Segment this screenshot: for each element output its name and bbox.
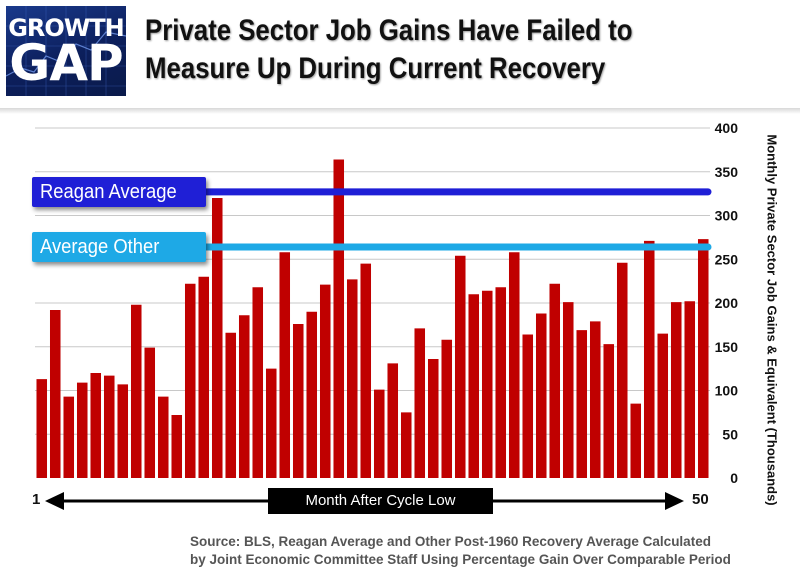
bar-month-45	[630, 403, 642, 478]
bar-month-23	[333, 159, 345, 478]
bar-month-14	[211, 198, 223, 478]
x-end-label: 50	[692, 491, 709, 508]
bar-month-7	[117, 384, 129, 478]
chart-title-line-2: Measure Up During Current Recovery	[145, 52, 606, 85]
bar-month-10	[157, 396, 169, 478]
bar-month-41	[576, 330, 588, 478]
title-divider	[0, 108, 800, 114]
bar-month-30	[427, 359, 439, 478]
y-tick-label: 200	[715, 295, 739, 311]
bar-month-22	[319, 284, 331, 478]
y-axis-title-text: Monthly Private Sector Job Gains & Equiv…	[764, 134, 780, 506]
bar-month-20	[292, 324, 304, 478]
bar-month-44	[616, 262, 628, 478]
bar-month-33	[468, 294, 480, 478]
bar-month-12	[184, 283, 196, 478]
bar-month-46	[643, 240, 655, 478]
bar-month-24	[346, 279, 358, 478]
bar-month-29	[414, 328, 426, 478]
bar-month-8	[130, 304, 142, 478]
bar-month-3	[63, 396, 75, 478]
bar-month-47	[657, 333, 669, 478]
bar-month-40	[562, 302, 574, 478]
bar-month-49	[684, 301, 696, 478]
bar-month-26	[373, 389, 385, 478]
chart-title-line-1: Private Sector Job Gains Have Failed to	[145, 14, 633, 47]
y-tick-label: 150	[715, 339, 739, 355]
bar-month-36	[508, 252, 520, 478]
bar-month-15	[225, 332, 237, 478]
bar-month-19	[279, 252, 291, 478]
source-note: Source: BLS, Reagan Average and Other Po…	[190, 533, 790, 569]
bar-month-35	[495, 287, 507, 478]
y-tick-labels: 0 50 100 150 200 250 300 350 400	[715, 120, 739, 486]
bar-month-34	[481, 290, 493, 478]
y-tick-label: 0	[730, 470, 738, 486]
bar-month-25	[360, 263, 372, 478]
y-axis-title: Monthly Private Sector Job Gains & Equiv…	[762, 125, 782, 515]
bar-month-21	[306, 311, 318, 478]
bar-month-2	[49, 310, 61, 478]
bar-month-37	[522, 334, 534, 478]
y-tick-label: 350	[715, 164, 739, 180]
bar-month-18	[265, 368, 277, 478]
growth-gap-logo: GROWTH GAP	[6, 6, 126, 96]
bar-month-11	[171, 415, 183, 478]
average-other-label: Average Other	[32, 232, 206, 262]
bar-month-6	[103, 375, 115, 478]
y-tick-label: 300	[715, 208, 739, 224]
source-note-line-2: by Joint Economic Committee Staff Using …	[190, 552, 731, 567]
right-arrowhead	[665, 492, 684, 510]
bar-month-43	[603, 344, 615, 478]
average-other-label-text: Average Other	[40, 236, 160, 258]
y-tick-label: 250	[715, 251, 739, 267]
logo-background-graph	[6, 6, 126, 96]
bar-month-13	[198, 276, 210, 478]
bar-month-42	[589, 321, 601, 478]
x-start-label: 1	[32, 491, 41, 508]
bar-month-28	[400, 412, 412, 478]
source-note-line-1: Source: BLS, Reagan Average and Other Po…	[190, 534, 711, 549]
bar-month-9	[144, 347, 156, 478]
bar-month-38	[535, 313, 547, 478]
bar-month-16	[238, 315, 250, 478]
reference-lines	[186, 188, 712, 251]
x-axis-title: Month After Cycle Low	[268, 488, 493, 514]
logo-text-growth: GROWTH	[8, 14, 125, 42]
bar-month-48	[670, 302, 682, 478]
reagan-average-label-text: Reagan Average	[40, 180, 177, 203]
bar-month-50	[697, 239, 709, 478]
logo-text-gap: GAP	[9, 34, 123, 92]
y-tick-label: 100	[715, 383, 739, 399]
y-tick-label: 50	[722, 426, 738, 442]
bar-month-39	[549, 283, 561, 478]
bar-month-32	[454, 255, 466, 478]
bar-month-4	[76, 382, 88, 478]
bars	[36, 159, 709, 478]
left-arrowhead	[45, 492, 64, 510]
bar-month-27	[387, 363, 399, 478]
chart-title: Private Sector Job Gains Have Failed to …	[145, 12, 695, 88]
bar-month-1	[36, 379, 48, 478]
bar-month-17	[252, 287, 264, 478]
reagan-average-label: Reagan Average	[32, 176, 206, 207]
bar-month-5	[90, 373, 102, 478]
y-tick-label: 400	[715, 120, 739, 136]
bar-month-31	[441, 339, 453, 478]
